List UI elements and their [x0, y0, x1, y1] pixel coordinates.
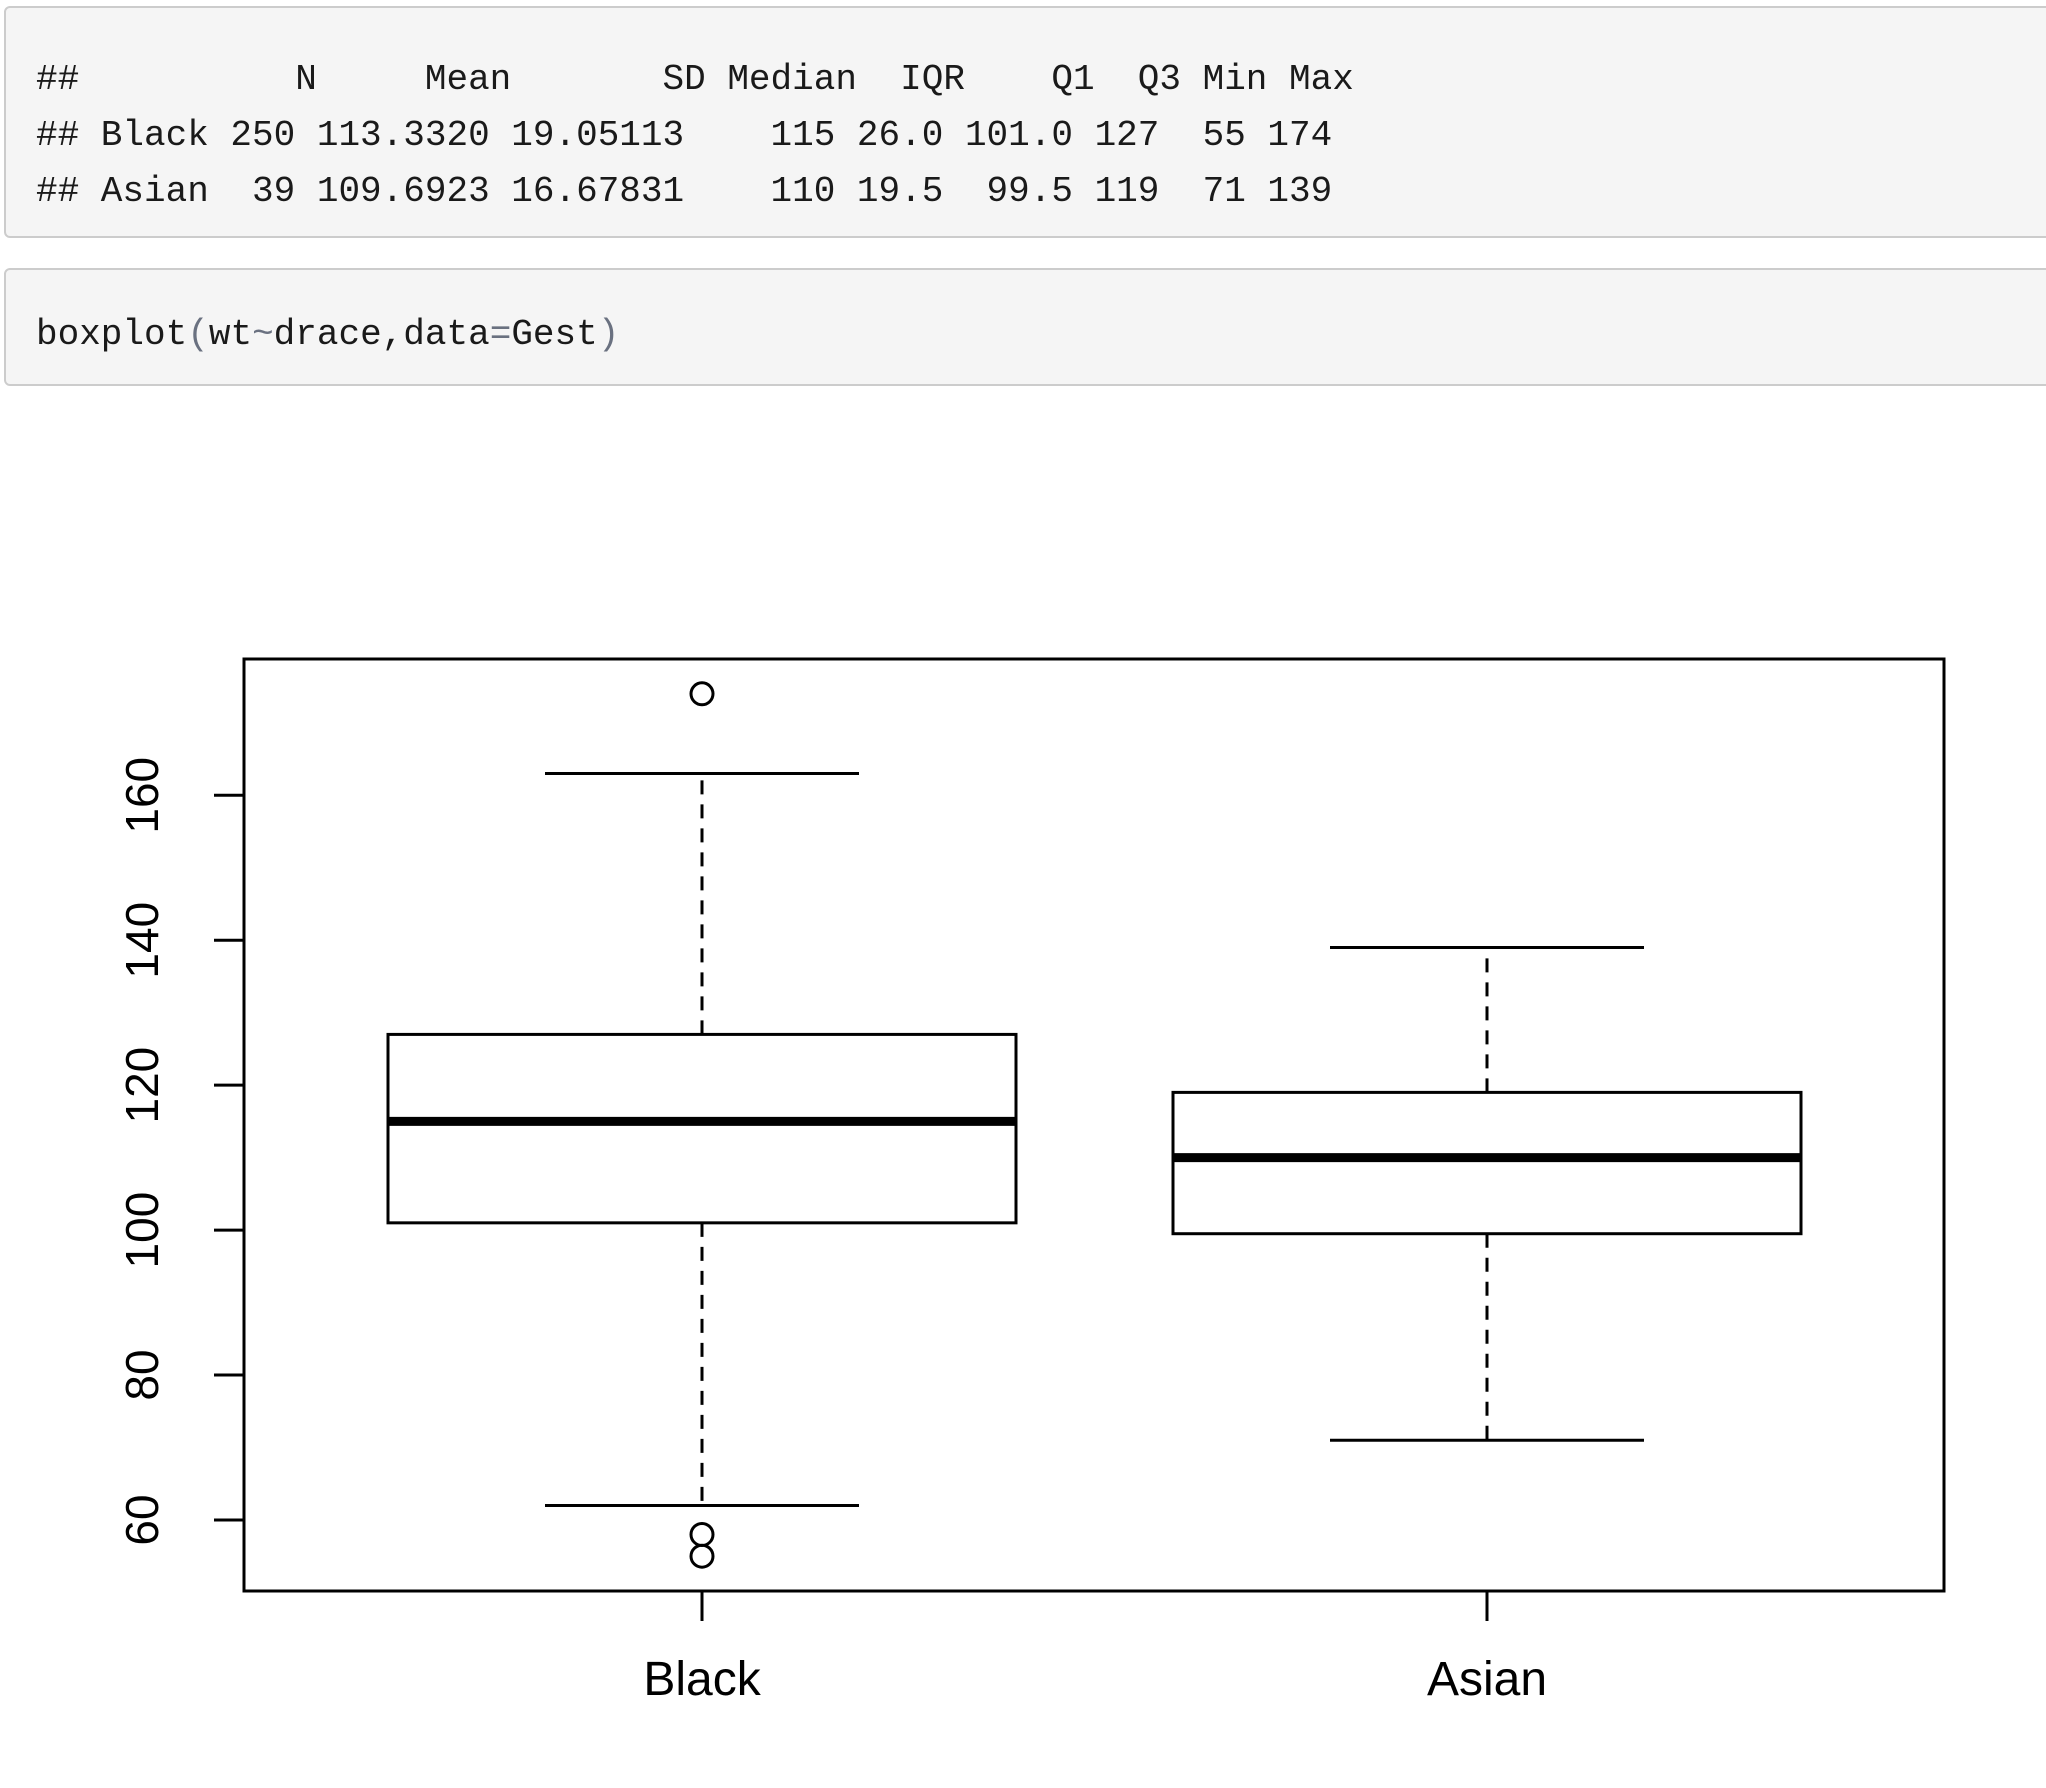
- y-tick-label: 140: [116, 902, 168, 979]
- y-tick-label: 60: [116, 1494, 168, 1545]
- code-line: boxplot(wt~drace,data=Gest): [36, 310, 619, 360]
- outlier-point-black: [689, 681, 715, 707]
- output-header-line: ## N Mean SD Median IQR Q1 Q3 Min Max: [36, 59, 1354, 100]
- code-arg-wt: wt: [208, 314, 253, 355]
- y-tick-label: 120: [116, 1047, 168, 1124]
- code-equals: =: [489, 314, 512, 355]
- x-tick-label-asian: Asian: [1427, 1653, 1547, 1706]
- code-function-name: boxplot: [36, 314, 188, 355]
- x-tick-label-black: Black: [643, 1653, 761, 1706]
- code-arg-drace-data: drace,data: [273, 314, 490, 355]
- code-open-paren: (: [187, 314, 209, 355]
- outlier-point-black: [689, 1521, 715, 1547]
- console-output-block: ## N Mean SD Median IQR Q1 Q3 Min Max ##…: [4, 6, 2046, 238]
- console-output-text: ## N Mean SD Median IQR Q1 Q3 Min Max ##…: [36, 52, 1354, 220]
- code-close-paren: ): [597, 314, 620, 355]
- box-black: [386, 1032, 1018, 1225]
- y-tick-label: 100: [116, 1192, 168, 1269]
- output-black-line: ## Black 250 113.3320 19.05113 115 26.0 …: [36, 115, 1333, 156]
- code-chunk[interactable]: boxplot(wt~drace,data=Gest): [4, 268, 2046, 386]
- output-asian-line: ## Asian 39 109.6923 16.67831 110 19.5 9…: [36, 171, 1333, 212]
- outlier-point-black: [689, 1543, 715, 1569]
- box-asian: [1171, 1090, 1803, 1236]
- code-arg-gest: Gest: [511, 314, 598, 355]
- code-tilde: ~: [252, 314, 274, 355]
- y-tick-label: 160: [116, 757, 168, 834]
- y-tick-label: 80: [116, 1349, 168, 1400]
